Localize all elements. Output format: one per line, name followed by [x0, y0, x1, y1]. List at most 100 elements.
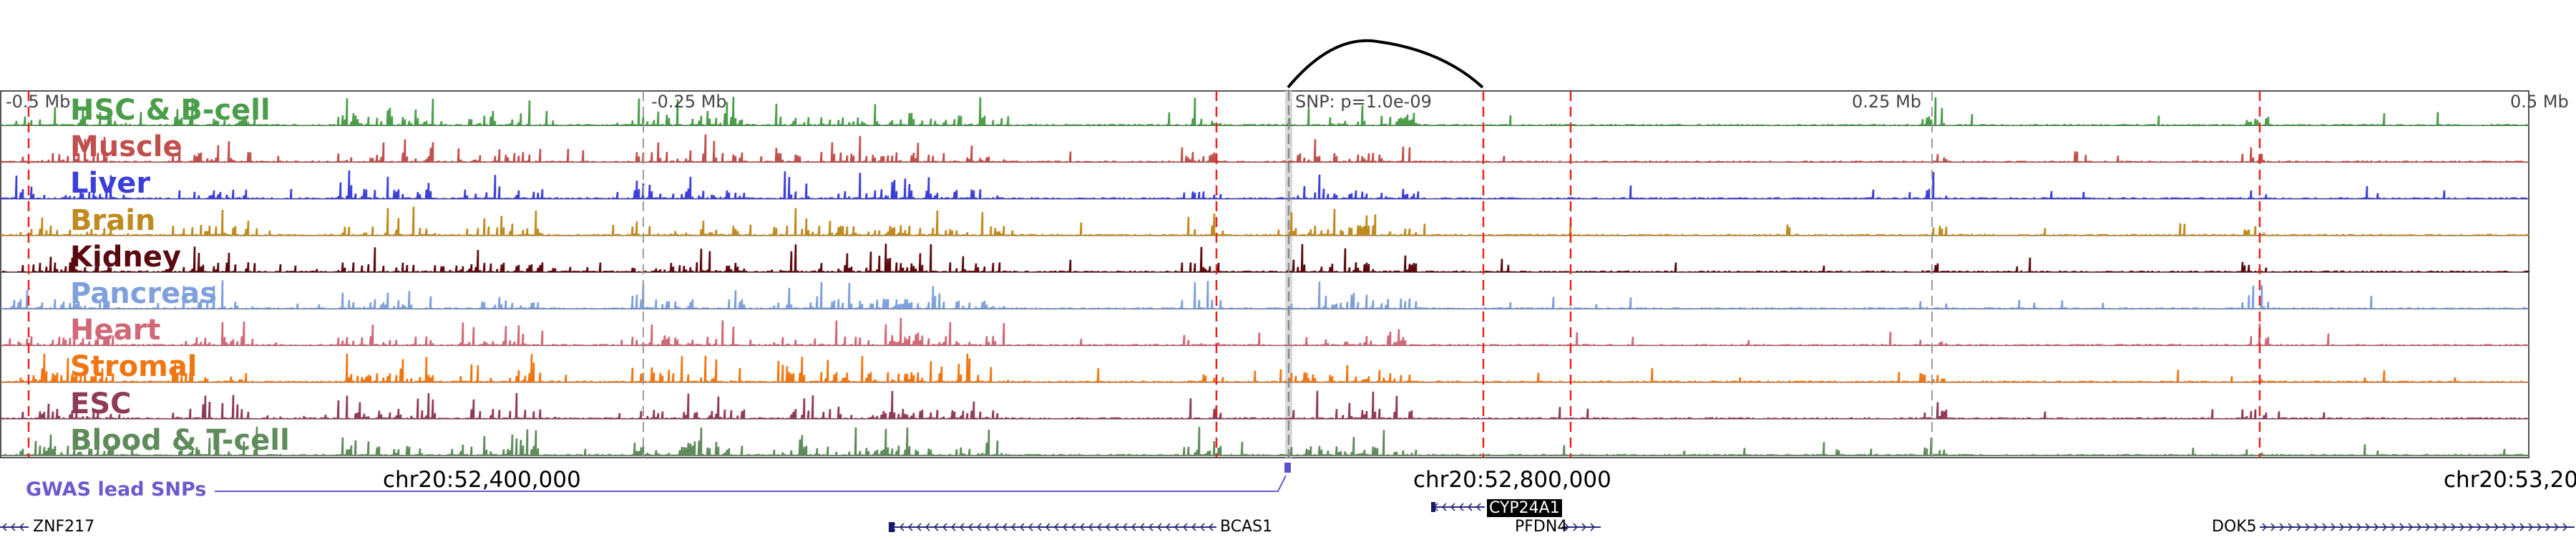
gene-bcas1 — [889, 522, 1216, 532]
coordinate-label: chr20:52,800,000 — [1413, 467, 1611, 493]
signal-track-0 — [0, 97, 2529, 127]
strand-arrow — [907, 523, 913, 531]
strand-arrow — [2279, 523, 2285, 531]
strand-arrow — [916, 523, 922, 531]
signal-area — [0, 97, 2529, 127]
gene-pfdn4 — [1562, 523, 1601, 531]
gene-exon — [1431, 502, 1435, 512]
tick-label: 0.25 Mb — [1852, 92, 1922, 112]
strand-arrow — [1096, 523, 1102, 531]
signal-area — [0, 426, 2529, 457]
strand-arrow — [1475, 503, 1481, 511]
strand-arrow — [2485, 523, 2491, 531]
track-label-stromal: Stromal — [70, 350, 197, 383]
strand-arrow — [1019, 523, 1025, 531]
strand-arrow — [950, 523, 956, 531]
tick-label: -0.5 Mb — [6, 92, 71, 112]
strand-arrow — [2519, 523, 2525, 531]
signal-area — [0, 353, 2529, 383]
strand-arrow — [1450, 503, 1455, 511]
strand-arrow — [1028, 523, 1033, 531]
strand-arrow — [1053, 523, 1059, 531]
strand-arrow — [2528, 523, 2534, 531]
strand-arrow — [2262, 523, 2268, 531]
coordinate-label: chr20:53,200 — [2444, 467, 2576, 493]
track-label-kidney: Kidney — [70, 241, 182, 274]
signal-tracks — [0, 90, 2529, 458]
tick-label: -0.25 Mb — [651, 92, 727, 112]
strand-arrow — [2511, 523, 2517, 531]
strand-arrow — [2305, 523, 2311, 531]
gene-znf217 — [0, 523, 29, 531]
strand-arrow — [19, 523, 24, 531]
strand-arrow — [1122, 523, 1128, 531]
strand-arrow — [2416, 523, 2422, 531]
strand-arrow — [1, 523, 7, 531]
strand-arrow — [1165, 523, 1171, 531]
strand-arrow — [1002, 523, 1008, 531]
strand-arrow — [1199, 523, 1205, 531]
strand-arrow — [2408, 523, 2414, 531]
strand-arrow — [2459, 523, 2465, 531]
strand-arrow — [2399, 523, 2405, 531]
signal-area — [0, 134, 2529, 163]
track-label-blood-tcell: Blood & T-cell — [70, 424, 290, 457]
track-label-hsc-bcell: HSC & B-cell — [70, 94, 270, 127]
track-label-muscle: Muscle — [70, 130, 182, 163]
strand-arrow — [2562, 523, 2568, 531]
strand-arrow — [1208, 523, 1214, 531]
signal-area — [1, 244, 2529, 274]
signal-track-1 — [0, 134, 2529, 163]
marker-lines — [27, 91, 2261, 492]
track-label-liver: Liver — [70, 167, 151, 200]
strand-arrow — [959, 523, 965, 531]
strand-arrow — [1581, 523, 1587, 531]
signal-track-7 — [0, 353, 2529, 383]
strand-arrow — [10, 523, 16, 531]
strand-arrow — [2391, 523, 2396, 531]
strand-arrow — [2348, 523, 2353, 531]
snp-highlight-region — [1285, 91, 1292, 458]
gene-label-cyp24a1: CYP24A1 — [1487, 499, 1562, 517]
strand-arrow — [1564, 523, 1570, 531]
strand-arrow — [2296, 523, 2302, 531]
strand-arrow — [2288, 523, 2293, 531]
signal-track-3 — [0, 206, 2529, 236]
strand-arrow — [2331, 523, 2336, 531]
gene-label-znf217: ZNF217 — [33, 518, 95, 536]
strand-arrow — [1139, 523, 1145, 531]
strand-arrow — [2537, 523, 2542, 531]
gene-annotations — [0, 502, 2575, 532]
strand-arrow — [1573, 523, 1579, 531]
strand-arrow — [1062, 523, 1068, 531]
signal-area — [0, 170, 2529, 200]
strand-arrow — [924, 523, 930, 531]
signal-area — [0, 206, 2529, 236]
strand-arrow — [2356, 523, 2362, 531]
strand-arrow — [2468, 523, 2474, 531]
track-label-brain: Brain — [70, 204, 156, 237]
gene-dok5 — [2260, 523, 2575, 531]
signal-track-4 — [1, 244, 2529, 274]
strand-arrow — [1148, 523, 1153, 531]
strand-arrow — [2339, 523, 2345, 531]
strand-arrow — [2494, 523, 2499, 531]
strand-arrow — [2322, 523, 2328, 531]
strand-arrow — [942, 523, 947, 531]
strand-arrow — [2451, 523, 2457, 531]
signal-track-6 — [0, 318, 2529, 347]
strand-arrow — [1010, 523, 1016, 531]
strand-arrow — [2382, 523, 2388, 531]
strand-arrow — [1036, 523, 1042, 531]
gwas-track-label: GWAS lead SNPs — [26, 478, 207, 501]
signal-track-9 — [0, 426, 2529, 457]
gwas-snp-marker — [1284, 463, 1291, 473]
strand-arrow — [2477, 523, 2482, 531]
snp-label: SNP: p=1.0e-09 — [1295, 92, 1432, 112]
track-label-esc: ESC — [70, 387, 132, 420]
strand-arrow — [1174, 523, 1179, 531]
strand-arrow — [1088, 523, 1093, 531]
strand-arrow — [1590, 523, 1596, 531]
